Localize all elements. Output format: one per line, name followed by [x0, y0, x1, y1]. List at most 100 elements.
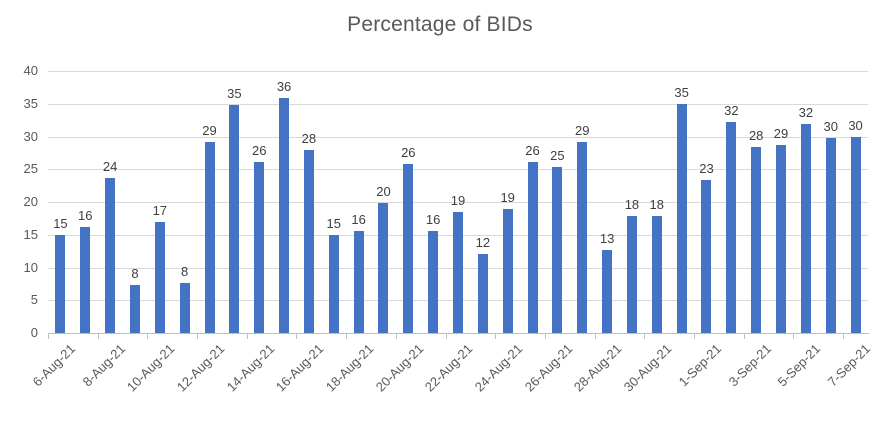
bar: [800, 124, 811, 333]
y-tick-label: 10: [23, 259, 38, 275]
chart-title: Percentage of BIDs: [347, 13, 533, 36]
y-tick-label: 0: [30, 325, 38, 340]
x-axis-tick: [445, 334, 447, 339]
bar-value-label: 29: [773, 126, 789, 141]
bar-value-label: 15: [53, 215, 68, 231]
bar-value-label: 26: [525, 143, 540, 159]
gridline: [48, 71, 868, 72]
x-tick-label: 26-Aug-21: [521, 341, 576, 395]
bar: [378, 203, 389, 333]
bar: [129, 284, 140, 333]
bar: [502, 209, 513, 333]
bar-value-label: 26: [251, 143, 267, 159]
x-axis-tick: [197, 334, 199, 339]
bar-value-label: 25: [550, 147, 565, 163]
bar-value-label: 26: [401, 145, 416, 160]
bar-value-label: 29: [575, 122, 590, 138]
bar-value-label: 36: [276, 78, 292, 94]
x-axis-tick: [346, 334, 348, 339]
x-axis-tick: [296, 334, 298, 339]
bar: [403, 164, 414, 333]
bar: [254, 162, 265, 333]
x-axis-tick: [544, 334, 546, 339]
bar-value-label: 16: [351, 212, 366, 228]
bar: [328, 234, 339, 333]
y-tick-label: 40: [23, 63, 38, 78]
bar: [353, 231, 364, 333]
bar: [229, 105, 240, 333]
x-tick-label: 1-Sep-21: [675, 341, 725, 390]
bar-value-label: 18: [649, 197, 665, 213]
bar-value-label: 24: [102, 158, 118, 174]
bar-value-label: 8: [131, 265, 139, 281]
x-tick-label: 20-Aug-21: [372, 341, 426, 395]
x-axis-tick: [246, 334, 248, 339]
gridline: [48, 202, 868, 203]
x-axis-tick: [97, 334, 99, 339]
bar-value-label: 23: [699, 160, 714, 176]
bar: [279, 97, 290, 333]
bar: [428, 230, 439, 333]
bar-value-label: 29: [202, 122, 217, 138]
bar: [303, 149, 314, 333]
bar-value-label: 15: [326, 215, 341, 231]
bar-value-label: 18: [624, 196, 640, 212]
x-axis-tick: [48, 334, 49, 339]
plot-area: 15 16 24 8 17 8 29 35 26 36 28 15 16 20 26 16 19 12 19 26 25…: [48, 71, 868, 333]
x-tick-label: 10-Aug-21: [123, 341, 178, 395]
bar-value-label: 30: [848, 117, 863, 133]
bar-value-label: 35: [227, 86, 242, 102]
x-axis-tick: [694, 334, 696, 339]
bar-value-label: 32: [724, 103, 739, 119]
bar-value-label: 19: [500, 190, 515, 206]
bar-value-label: 28: [301, 130, 317, 146]
bar-value-label: 28: [748, 127, 764, 143]
x-tick-label: 5-Sep-21: [775, 341, 824, 390]
bar: [204, 141, 215, 333]
bar: [776, 145, 787, 333]
bar-value-label: 8: [181, 264, 189, 280]
y-tick-label: 5: [30, 292, 38, 308]
bar: [726, 122, 737, 333]
bar: [552, 166, 563, 333]
bar-value-label: 19: [450, 192, 466, 208]
x-axis-tick: [594, 334, 596, 339]
y-tick-label: 25: [23, 161, 38, 177]
bar: [825, 137, 836, 333]
x-tick-label: 3-Sep-21: [725, 341, 774, 390]
x-tick-label: 8-Aug-21: [79, 341, 128, 390]
x-tick-label: 6-Aug-21: [29, 341, 79, 390]
bar: [154, 222, 165, 333]
bar-value-label: 20: [376, 184, 391, 200]
bar: [577, 141, 588, 333]
x-axis-tick: [147, 334, 149, 339]
x-tick-label: 22-Aug-21: [422, 341, 476, 395]
x-tick-label: 30-Aug-21: [620, 341, 675, 395]
bar: [105, 177, 116, 333]
bar-value-label: 16: [78, 207, 93, 223]
bar-value-label: 35: [674, 84, 689, 100]
bar: [179, 283, 190, 333]
y-tick-label: 15: [23, 226, 38, 242]
gridline: [48, 169, 868, 171]
x-axis-tick: [743, 334, 745, 339]
bar: [751, 146, 762, 333]
bar: [651, 216, 662, 333]
bar: [701, 179, 712, 333]
x-tick-label: 16-Aug-21: [272, 341, 327, 395]
bar-value-label: 12: [475, 235, 491, 251]
bar-value-label: 16: [425, 211, 441, 227]
x-tick-label: 7-Sep-21: [824, 341, 874, 390]
bar: [477, 254, 488, 333]
bar-value-label: 13: [599, 230, 615, 246]
bar: [527, 162, 538, 333]
gridline: [48, 136, 868, 138]
x-tick-label: 14-Aug-21: [223, 341, 277, 395]
bar: [676, 103, 687, 333]
bar-value-label: 30: [823, 118, 838, 134]
x-axis-tick: [843, 334, 845, 339]
x-tick-label: 28-Aug-21: [571, 341, 625, 395]
x-axis-tick: [644, 334, 646, 339]
y-tick-label: 30: [23, 128, 38, 144]
